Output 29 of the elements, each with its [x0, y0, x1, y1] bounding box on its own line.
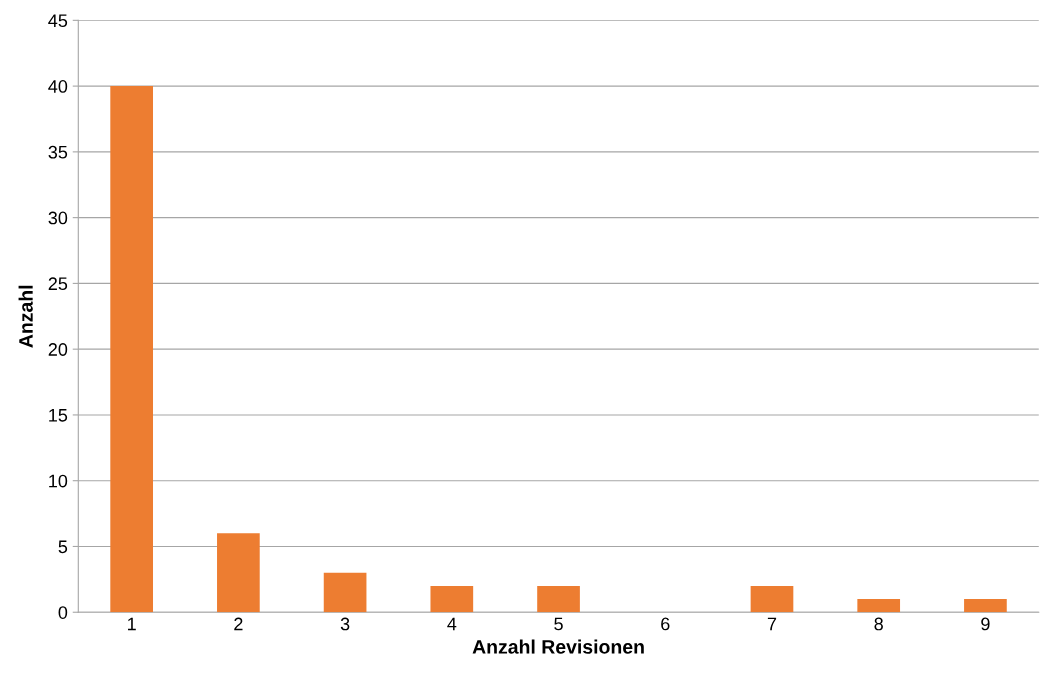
- bar: [110, 86, 153, 613]
- x-tick-label: 4: [447, 617, 457, 631]
- y-tick-label: 0: [58, 606, 68, 619]
- bar: [964, 599, 1007, 613]
- bar: [750, 585, 794, 613]
- y-tick-label: 20: [48, 343, 68, 356]
- x-tick-label: 6: [661, 617, 670, 631]
- x-tick-label: 5: [554, 617, 563, 631]
- y-tick-label: 45: [48, 14, 68, 28]
- y-tick-label: 10: [49, 474, 68, 488]
- bar: [430, 585, 474, 613]
- y-tick-label: 30: [48, 211, 68, 225]
- x-tick-label: 8: [874, 617, 883, 631]
- y-tick-label: 15: [49, 409, 68, 422]
- bar: [537, 585, 580, 613]
- y-axis-title: Anzahl: [18, 285, 33, 348]
- x-axis-title: Anzahl Revisionen: [472, 639, 644, 654]
- y-tick-label: 5: [58, 540, 68, 554]
- bar: [217, 533, 260, 613]
- y-tick-label: 40: [48, 80, 68, 93]
- x-tick-label: 9: [981, 617, 990, 631]
- x-tick-label: 3: [340, 617, 350, 631]
- x-tick-label: 2: [234, 617, 243, 631]
- y-tick-label: 25: [48, 277, 68, 291]
- x-tick-label: 7: [767, 617, 777, 631]
- bar: [323, 572, 367, 613]
- bar: [857, 599, 901, 613]
- x-tick-label: 1: [128, 617, 136, 631]
- y-tick-label: 35: [48, 145, 68, 159]
